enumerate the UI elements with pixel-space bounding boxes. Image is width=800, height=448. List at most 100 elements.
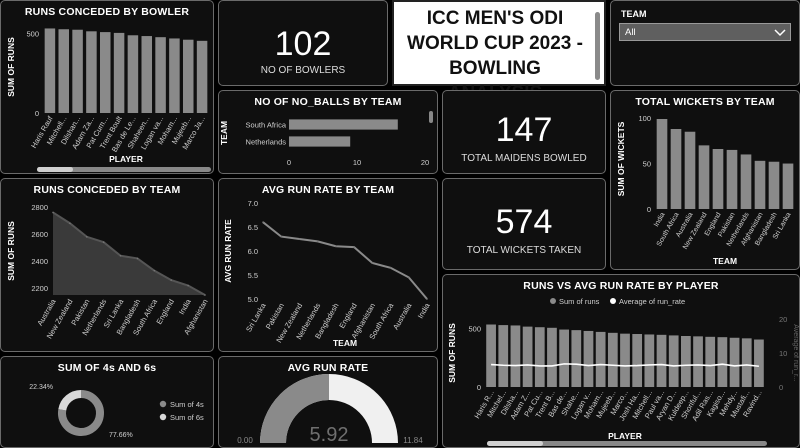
bar-6 xyxy=(547,327,557,387)
y-tick-label: 2400 xyxy=(31,257,48,266)
bar-18 xyxy=(693,336,703,387)
bar-14 xyxy=(644,334,655,387)
bar-2 xyxy=(498,325,509,387)
bar-19 xyxy=(705,336,716,387)
bar-22 xyxy=(741,338,752,387)
bowlers-kpi-card: 102 NO OF BOWLERS xyxy=(218,0,388,86)
bar-5 xyxy=(99,32,111,113)
runs-by-bowler-panel: RUNS CONCEDED BY BOWLER 0 500 Haris Rauf Mi… xyxy=(0,0,214,174)
y-tick-label: South Africa xyxy=(246,121,287,130)
y-tick-label: 6.0 xyxy=(248,247,258,256)
bar-11 xyxy=(607,332,618,387)
area-line xyxy=(52,211,206,296)
y2-tick-label: 20 xyxy=(779,315,787,324)
maidens-label: TOTAL MAIDENS BOWLED xyxy=(461,153,587,164)
gauge-value: 5.92 xyxy=(310,424,349,446)
bar-23 xyxy=(754,339,764,387)
fours-sixes-chart: 77.66% 22.34% Sum of 4s Sum of 6s xyxy=(29,384,204,439)
y-tick-label: 2200 xyxy=(31,284,48,293)
y-axis-title: SUM OF WICKETS xyxy=(616,121,626,196)
y-tick-label: 100 xyxy=(638,114,651,123)
bar-4 xyxy=(86,31,97,113)
data-point-7 xyxy=(153,269,156,272)
y-tick-label: 0 xyxy=(35,109,39,118)
y2-tick-label: 0 xyxy=(779,383,783,392)
wickets-kpi-card: 574 TOTAL WICKETS TAKEN xyxy=(442,178,606,270)
team-filter-selected: All xyxy=(625,27,636,38)
maidens-kpi-card: 147 TOTAL MAIDENS BOWLED xyxy=(442,90,606,174)
no-balls-title: NO OF NO_BALLS BY TEAM xyxy=(254,96,402,108)
x-tick-label: India xyxy=(653,211,667,228)
bar-7 xyxy=(740,154,752,209)
y-tick-label: 500 xyxy=(26,30,39,39)
title-scrollbar[interactable] xyxy=(595,12,600,80)
bar-1 xyxy=(44,28,56,114)
bar-12 xyxy=(196,40,208,113)
data-point-2 xyxy=(280,235,283,238)
runs-by-team-title: RUNS CONCEDED BY TEAM xyxy=(33,184,181,196)
wickets-by-team-title: TOTAL WICKETS BY TEAM xyxy=(635,96,775,108)
data-point-2 xyxy=(69,222,71,225)
y-axis-title: SUM OF RUNS xyxy=(6,221,16,281)
wickets-value: 574 xyxy=(495,203,553,241)
y-axis-title: AVG RUN RATE xyxy=(223,219,233,283)
y-tick-label: 500 xyxy=(468,324,481,333)
runs-vs-rr-title: RUNS VS AVG RUN RATE BY PLAYER xyxy=(523,280,719,292)
fours-sixes-panel: SUM OF 4s AND 6s 77.66% 22.34% Sum of 4s Su… xyxy=(0,356,214,448)
y-tick-label: 2800 xyxy=(31,203,48,212)
gauge-max: 11.84 xyxy=(403,436,423,445)
team-filter-dropdown[interactable]: All xyxy=(619,23,791,41)
dashboard-title-box: ICC MEN'S ODI WORLD CUP 2023 - BOWLING A… xyxy=(392,0,606,104)
bar-3 xyxy=(510,325,521,387)
fours-sixes-title: SUM OF 4s AND 6s xyxy=(57,362,157,374)
data-point-1 xyxy=(262,221,264,223)
data-point-5 xyxy=(335,245,337,247)
bar-21 xyxy=(729,337,740,387)
y-tick-label: 6.5 xyxy=(248,223,258,232)
data-point-9 xyxy=(187,284,189,287)
x-tick-label: Sri Lanka xyxy=(244,301,268,334)
data-point-10 xyxy=(204,294,206,296)
bar-4 xyxy=(698,145,710,209)
data-point-4 xyxy=(316,240,319,243)
legend-swatch-2 xyxy=(159,413,167,421)
data-point-8 xyxy=(170,279,173,281)
bar-12 xyxy=(620,333,630,387)
bowlers-count-value: 102 xyxy=(274,25,332,63)
bar-3 xyxy=(72,29,83,114)
y-axis-title: SUM OF RUNS xyxy=(6,37,16,97)
avg-rr-gauge-chart: 5.92 0.00 11.84 xyxy=(237,374,423,446)
data-point-3 xyxy=(298,238,301,240)
bar-1 xyxy=(656,119,668,209)
runs-vs-rr-scrollbar[interactable] xyxy=(487,441,767,446)
runs-by-team-panel: RUNS CONCEDED BY TEAM 2200 2400 2600 2800 Au… xyxy=(0,178,214,352)
area-fill xyxy=(53,212,205,295)
legend-label-1: Sum of 4s xyxy=(170,400,204,409)
data-point-6 xyxy=(353,246,355,248)
bar-8 xyxy=(141,36,153,113)
wickets-by-team-panel: TOTAL WICKETS BY TEAM 0 50 100 India South A… xyxy=(610,90,800,270)
gauge-fill xyxy=(260,374,330,444)
y-tick-label: 0 xyxy=(647,205,651,214)
bar-6 xyxy=(113,32,125,113)
bar-7 xyxy=(559,329,569,387)
gauge-min: 0.00 xyxy=(237,436,253,445)
data-point-1 xyxy=(52,211,54,214)
bar-4 xyxy=(522,326,533,387)
bar-5 xyxy=(712,149,724,209)
y-tick-label: 5.0 xyxy=(248,295,258,304)
data-point-10 xyxy=(426,298,428,300)
bar-6 xyxy=(726,149,738,209)
y2-axis-title: Average of run_r... xyxy=(792,324,799,382)
y-tick-label: 50 xyxy=(643,160,651,169)
team-filter-label: TEAM xyxy=(621,9,647,19)
series-line xyxy=(262,221,428,300)
no-balls-scrollbar[interactable] xyxy=(429,111,433,123)
y-axis-title: SUM OF RUNS xyxy=(447,323,457,383)
legend-rr-label: Average of run_rate xyxy=(619,297,685,306)
runs-by-bowler-scrollbar[interactable] xyxy=(37,167,211,172)
wickets-label: TOTAL WICKETS TAKEN xyxy=(466,245,582,256)
legend-rr-swatch xyxy=(610,298,616,304)
